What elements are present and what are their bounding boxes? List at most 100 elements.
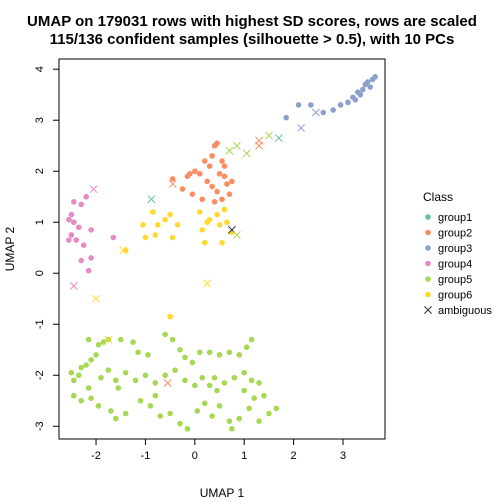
group4-point: [110, 234, 117, 241]
group6-point: [219, 239, 225, 246]
group3-point: [337, 102, 344, 108]
ambiguous-point: [311, 108, 320, 117]
group5-point: [199, 374, 206, 381]
ambiguous-point: [225, 146, 234, 155]
cross-stroke: [119, 246, 128, 255]
group5-point: [85, 336, 92, 343]
group5-point: [177, 346, 183, 353]
group5-point: [157, 413, 164, 419]
group5-point: [241, 369, 248, 376]
y-tick-label: 4: [34, 66, 46, 72]
y-axis-label: UMAP 2: [3, 226, 17, 271]
group2-point: [221, 163, 228, 169]
group4-point: [80, 242, 87, 248]
group5-point: [71, 392, 77, 399]
group5-point: [162, 372, 168, 379]
ambiguous-point: [232, 141, 241, 150]
group2-point: [196, 170, 203, 177]
ambiguous-point: [274, 134, 283, 143]
y-tick-label: 2: [34, 168, 46, 174]
group2-point: [204, 178, 210, 185]
group5-point: [147, 403, 154, 409]
ambiguous-point: [104, 335, 113, 344]
cross-stroke: [163, 378, 172, 387]
group3-point: [372, 74, 378, 80]
cross-stroke: [311, 108, 320, 117]
y-tick-label: -1: [34, 319, 46, 329]
group5-point: [206, 349, 213, 356]
ambiguous-point: [89, 185, 98, 194]
group5-point: [152, 392, 159, 399]
cross-stroke: [232, 141, 241, 150]
group5-point: [75, 372, 82, 379]
legend-label-group5: group5: [438, 274, 472, 286]
group5-point: [226, 418, 233, 424]
group5-point: [206, 382, 213, 389]
ambiguous-point: [69, 282, 78, 290]
group5-point: [113, 377, 119, 384]
group5-point: [182, 377, 188, 384]
cross-stroke: [203, 279, 212, 288]
group6-point: [140, 221, 146, 228]
group4-point: [71, 219, 77, 226]
x-tick-label: 0: [192, 450, 198, 462]
y-tick-label: 1: [34, 219, 46, 225]
group5-point: [122, 410, 129, 417]
group5-point: [226, 349, 233, 356]
group2-point: [219, 158, 225, 164]
group5-point: [216, 352, 223, 358]
group5-point: [135, 349, 141, 356]
group5-point: [88, 357, 94, 363]
group2-point: [229, 178, 235, 185]
group5-point: [209, 413, 215, 419]
group5-point: [184, 425, 191, 432]
cross-stroke: [92, 294, 100, 303]
legend-label-ambiguous: ambiguous: [438, 305, 492, 317]
group5-point: [130, 339, 136, 345]
group6-point: [162, 216, 168, 223]
legend-label-group1: group1: [438, 212, 472, 224]
group4-point: [88, 255, 94, 261]
legend-title: Class: [423, 190, 453, 204]
group5-point: [216, 403, 223, 409]
group2-point: [209, 153, 215, 159]
cross-stroke: [89, 185, 98, 194]
legend-label-group4: group4: [438, 259, 472, 271]
group5-point: [256, 418, 262, 424]
group3-point: [330, 107, 336, 113]
group5-point: [78, 364, 85, 371]
group5-point: [211, 374, 218, 381]
ambiguous-point: [92, 294, 100, 303]
group6-point: [214, 211, 220, 218]
cross-stroke: [69, 282, 78, 290]
group6-point: [154, 221, 161, 228]
group5-point: [266, 410, 272, 417]
cross-stroke: [168, 180, 177, 188]
legend: Class group1 group2 group3 group4 group5 grou…: [423, 190, 492, 317]
legend-marker-ambiguous: [424, 306, 432, 314]
group5-point: [192, 382, 198, 389]
group3-point: [320, 109, 327, 116]
group5-point: [88, 395, 94, 401]
cross-stroke: [242, 149, 251, 158]
group5-point: [241, 387, 248, 394]
legend-marker-group6: [425, 291, 431, 298]
legend-marker-group2: [425, 229, 431, 236]
chart-subtitle: 115/136 confident samples (silhouette > …: [50, 31, 455, 48]
group3-point: [359, 86, 366, 93]
group2-point: [211, 199, 218, 205]
cross-stroke: [104, 335, 113, 344]
group6-point: [206, 216, 213, 223]
group5-point: [152, 380, 159, 386]
group5-point: [95, 403, 102, 409]
group4-point: [73, 237, 80, 243]
group2-point: [224, 181, 230, 187]
group6-point: [224, 219, 230, 226]
group4-point: [88, 227, 94, 233]
group5-point: [83, 362, 89, 368]
x-tick-label: 3: [340, 450, 346, 462]
group5-point: [85, 385, 92, 391]
group5-point: [248, 336, 255, 343]
group2-point: [219, 196, 225, 203]
group4-point: [68, 232, 75, 238]
